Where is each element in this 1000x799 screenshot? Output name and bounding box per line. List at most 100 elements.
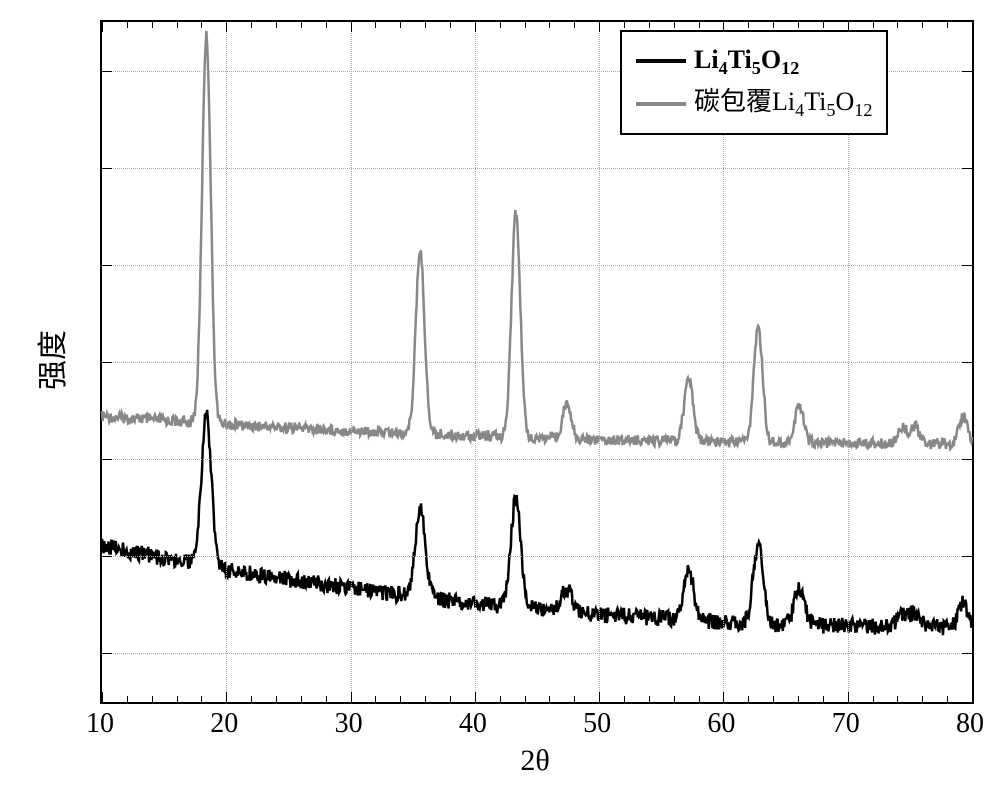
- x-tick-label: 70: [832, 708, 860, 740]
- y-tick-left: [102, 362, 112, 363]
- x-minor-tick-top: [375, 22, 376, 28]
- x-minor-tick-top: [425, 22, 426, 28]
- x-minor-tick-top: [699, 22, 700, 28]
- x-minor-tick: [773, 696, 774, 702]
- x-minor-tick: [152, 696, 153, 702]
- x-minor-tick: [549, 696, 550, 702]
- x-minor-tick-top: [549, 22, 550, 28]
- x-minor-tick-top: [251, 22, 252, 28]
- x-minor-tick: [624, 696, 625, 702]
- x-minor-tick-top: [649, 22, 650, 28]
- x-tick-top: [226, 22, 227, 32]
- x-tick-top: [351, 22, 352, 32]
- x-tick-top: [102, 22, 103, 32]
- x-tick-label: 50: [583, 708, 611, 740]
- x-tick: [848, 692, 849, 702]
- grid-horizontal: [102, 556, 972, 557]
- x-minor-tick: [177, 696, 178, 702]
- x-minor-tick-top: [177, 22, 178, 28]
- x-axis-label: 2θ: [520, 744, 549, 778]
- x-minor-tick: [525, 696, 526, 702]
- grid-horizontal: [102, 362, 972, 363]
- x-minor-tick: [425, 696, 426, 702]
- legend-label: 碳包覆Li4Ti5O12: [694, 82, 872, 124]
- y-tick-right: [962, 653, 972, 654]
- x-tick-top: [599, 22, 600, 32]
- x-minor-tick: [649, 696, 650, 702]
- x-minor-tick: [127, 696, 128, 702]
- grid-horizontal: [102, 168, 972, 169]
- x-tick: [475, 692, 476, 702]
- x-minor-tick-top: [798, 22, 799, 28]
- x-minor-tick-top: [326, 22, 327, 28]
- x-minor-tick: [326, 696, 327, 702]
- y-tick-left: [102, 459, 112, 460]
- x-minor-tick: [947, 696, 948, 702]
- x-minor-tick-top: [127, 22, 128, 28]
- y-tick-right: [962, 265, 972, 266]
- x-minor-tick: [897, 696, 898, 702]
- x-tick-top: [972, 22, 973, 32]
- x-minor-tick: [500, 696, 501, 702]
- x-tick: [351, 692, 352, 702]
- x-minor-tick: [201, 696, 202, 702]
- x-minor-tick-top: [301, 22, 302, 28]
- x-minor-tick: [798, 696, 799, 702]
- x-tick-label: 10: [86, 708, 114, 740]
- x-minor-tick: [574, 696, 575, 702]
- x-minor-tick: [823, 696, 824, 702]
- x-tick: [723, 692, 724, 702]
- x-minor-tick: [276, 696, 277, 702]
- y-tick-left: [102, 556, 112, 557]
- y-tick-left: [102, 168, 112, 169]
- grid-horizontal: [102, 459, 972, 460]
- legend-item: 碳包覆Li4Ti5O12: [636, 82, 872, 124]
- x-tick-top: [475, 22, 476, 32]
- y-axis-label: 强度: [28, 330, 72, 390]
- legend: Li4Ti5O12碳包覆Li4Ti5O12: [620, 30, 888, 135]
- x-minor-tick-top: [276, 22, 277, 28]
- x-minor-tick-top: [674, 22, 675, 28]
- xrd-figure: 强度 2θ Li4Ti5O12碳包覆Li4Ti5O12 10 20 30 40 50 60…: [0, 0, 1000, 799]
- grid-horizontal: [102, 653, 972, 654]
- x-minor-tick-top: [525, 22, 526, 28]
- legend-swatch: [636, 59, 686, 63]
- y-tick-right: [962, 459, 972, 460]
- x-minor-tick-top: [201, 22, 202, 28]
- x-minor-tick-top: [947, 22, 948, 28]
- x-minor-tick-top: [922, 22, 923, 28]
- x-minor-tick-top: [624, 22, 625, 28]
- x-minor-tick: [699, 696, 700, 702]
- y-tick-right: [962, 362, 972, 363]
- legend-label: Li4Ti5O12: [694, 40, 799, 82]
- x-tick-label: 40: [459, 708, 487, 740]
- x-minor-tick-top: [823, 22, 824, 28]
- x-tick-label: 20: [210, 708, 238, 740]
- x-minor-tick: [400, 696, 401, 702]
- x-minor-tick: [922, 696, 923, 702]
- x-tick: [972, 692, 973, 702]
- x-minor-tick: [375, 696, 376, 702]
- x-minor-tick-top: [450, 22, 451, 28]
- x-minor-tick-top: [748, 22, 749, 28]
- x-minor-tick: [674, 696, 675, 702]
- x-tick: [599, 692, 600, 702]
- x-minor-tick-top: [873, 22, 874, 28]
- x-minor-tick-top: [574, 22, 575, 28]
- y-tick-left: [102, 71, 112, 72]
- legend-swatch: [636, 102, 686, 106]
- x-minor-tick: [450, 696, 451, 702]
- y-tick-right: [962, 556, 972, 557]
- x-tick-label: 30: [335, 708, 363, 740]
- grid-horizontal: [102, 265, 972, 266]
- x-minor-tick: [748, 696, 749, 702]
- x-tick: [226, 692, 227, 702]
- x-minor-tick-top: [500, 22, 501, 28]
- x-tick: [102, 692, 103, 702]
- x-minor-tick: [251, 696, 252, 702]
- x-minor-tick-top: [773, 22, 774, 28]
- y-tick-right: [962, 71, 972, 72]
- y-tick-left: [102, 653, 112, 654]
- legend-item: Li4Ti5O12: [636, 40, 872, 82]
- x-tick-label: 60: [707, 708, 735, 740]
